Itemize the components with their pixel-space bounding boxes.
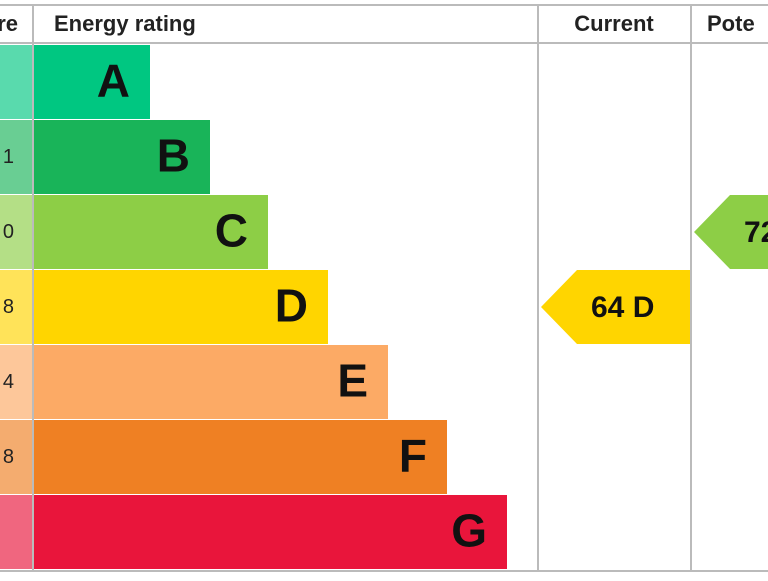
band-letter: F	[399, 430, 427, 482]
current-rating: 64 D	[591, 291, 654, 324]
grid	[0, 4, 768, 572]
current-header: Current	[574, 11, 654, 36]
band-letter: D	[275, 280, 308, 332]
band-letter: C	[215, 205, 248, 257]
score-tint	[0, 120, 32, 194]
score-range: 4	[3, 371, 14, 393]
band-bar	[34, 195, 268, 269]
score-range: 8	[3, 296, 14, 318]
bands: A 1 B 0 C 8 D 4 E 8 FG 64 D 72	[0, 45, 768, 569]
rating-header: Energy rating	[54, 11, 196, 36]
potential-rating: 72	[744, 216, 768, 249]
score-cell	[0, 495, 32, 569]
score-cell	[0, 420, 32, 494]
score-range: 0	[3, 221, 14, 243]
potential-header: Pote	[707, 11, 755, 36]
score-range: 1	[3, 146, 14, 168]
score-cell	[0, 120, 32, 194]
band-letter: E	[337, 355, 368, 407]
score-cell	[0, 195, 32, 269]
score-cell	[0, 345, 32, 419]
score-tint	[0, 270, 32, 344]
score-tint	[0, 420, 32, 494]
band-letter: A	[97, 55, 130, 107]
band-letter: G	[451, 505, 487, 557]
current-arrow	[541, 270, 690, 344]
band-bar	[34, 270, 328, 344]
score-tint	[0, 45, 32, 119]
band-letter: B	[157, 130, 190, 182]
band-bar	[34, 45, 150, 119]
band-bar	[34, 120, 210, 194]
band-bar	[34, 345, 388, 419]
score-cell	[0, 270, 32, 344]
score-tint	[0, 495, 32, 569]
score-header: re	[0, 11, 18, 36]
potential-arrow	[694, 195, 768, 269]
score-tint	[0, 195, 32, 269]
band-bar	[34, 495, 507, 569]
score-tint	[0, 345, 32, 419]
score-cell	[0, 45, 32, 119]
band-bar	[34, 420, 447, 494]
score-range: 8	[3, 446, 14, 468]
